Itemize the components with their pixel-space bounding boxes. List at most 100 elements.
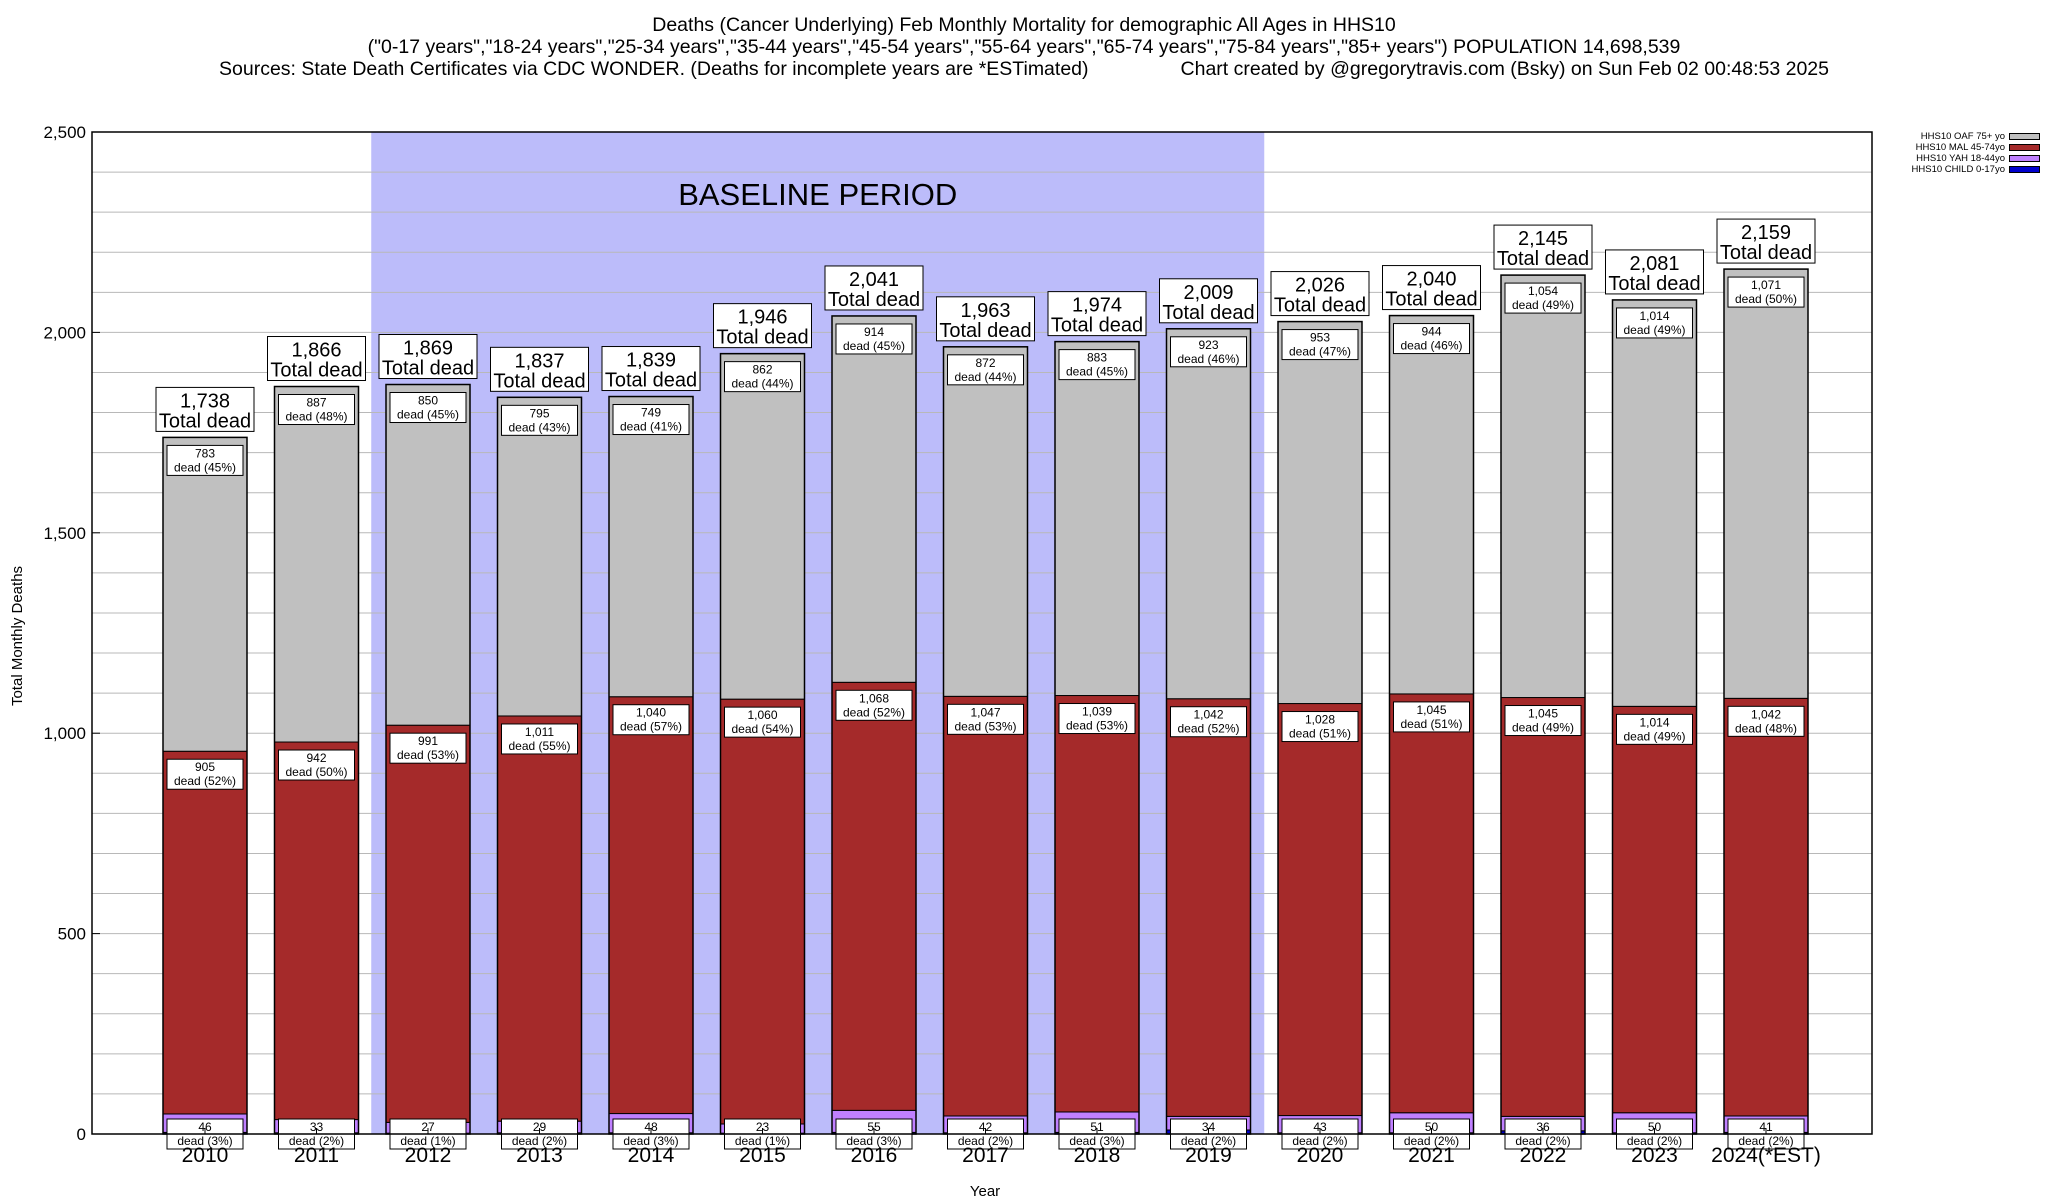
segment-value-oaf: 953	[1310, 331, 1330, 345]
bar-segment-mal	[831, 681, 917, 1111]
total-value-label: 1,839	[626, 350, 676, 372]
segment-value-yah: 33	[310, 1120, 324, 1134]
x-axis-label: Year	[970, 1183, 1000, 1200]
segment-pct-yah: dead (1%)	[735, 1134, 790, 1148]
segment-label-box-oaf	[612, 404, 690, 436]
segment-label-box-mal	[1393, 701, 1470, 733]
segment-pct-oaf: dead (44%)	[954, 370, 1016, 384]
total-dead-label: Total dead	[493, 370, 585, 392]
x-tick-label: 2018	[1074, 1144, 1121, 1167]
segment-value-mal: 942	[306, 751, 326, 765]
legend-label-yah: HHS10 YAH 18-44yo	[1916, 153, 2005, 164]
bar-segment-oaf	[1277, 321, 1363, 705]
segment-pct-yah: dead (2%)	[1404, 1134, 1459, 1148]
segment-pct-oaf: dead (43%)	[508, 420, 570, 434]
bar-segment-mal	[274, 741, 359, 1121]
legend-item-oaf: HHS10 OAF 75+ yo	[1862, 131, 2040, 142]
legend-label-child: HHS10 CHILD 0-17yo	[1911, 164, 2005, 175]
total-value-label: 2,041	[849, 269, 899, 291]
x-tick-label: 2016	[851, 1144, 898, 1167]
bar-segment-mal	[1612, 705, 1697, 1114]
chart-legend: HHS10 OAF 75+ yo HHS10 MAL 45-74yo HHS10…	[1862, 131, 2040, 175]
segment-value-yah: 48	[644, 1120, 658, 1134]
segment-value-mal: 1,040	[636, 706, 666, 720]
segment-value-yah: 41	[1759, 1120, 1773, 1134]
total-value-label: 1,866	[291, 340, 341, 362]
segment-label-box-mal	[1058, 703, 1136, 735]
segment-value-yah: 55	[867, 1120, 881, 1134]
bar-segment-mal	[1723, 697, 1809, 1117]
bar-segment-oaf	[1389, 315, 1474, 695]
segment-label-box-mal	[947, 703, 1024, 735]
bar-segment-oaf	[1166, 328, 1251, 700]
x-tick-label: 2020	[1297, 1144, 1344, 1167]
x-tick-label: 2022	[1520, 1144, 1567, 1167]
segment-pct-oaf: dead (45%)	[174, 460, 236, 474]
total-dead-label: Total dead	[716, 327, 808, 349]
segment-value-yah: 43	[1313, 1120, 1327, 1134]
legend-swatch-child	[2009, 166, 2040, 173]
y-tick-label: 0	[77, 1125, 86, 1144]
total-value-label: 1,869	[403, 338, 453, 360]
segment-pct-mal: dead (54%)	[731, 722, 793, 736]
segment-pct-mal: dead (50%)	[285, 765, 347, 779]
segment-label-box-oaf	[1393, 323, 1470, 355]
segment-pct-mal: dead (48%)	[1735, 721, 1797, 735]
y-tick-label: 1,500	[43, 524, 86, 543]
x-tick-label: 2024(*EST)	[1711, 1144, 1821, 1167]
segment-pct-yah: dead (2%)	[1627, 1134, 1682, 1148]
bar-segment-oaf	[1500, 274, 1586, 699]
segment-value-oaf: 783	[195, 446, 215, 460]
bar-segment-mal	[1054, 695, 1140, 1113]
segment-pct-yah: dead (3%)	[623, 1134, 678, 1148]
segment-pct-mal: dead (52%)	[843, 705, 905, 719]
legend-label-oaf: HHS10 OAF 75+ yo	[1920, 131, 2005, 142]
segment-pct-oaf: dead (46%)	[1177, 352, 1239, 366]
segment-pct-yah: dead (2%)	[958, 1134, 1013, 1148]
total-dead-label: Total dead	[270, 360, 362, 382]
bar-segment-mal	[608, 696, 694, 1115]
total-label-box	[713, 303, 812, 349]
segment-pct-oaf: dead (41%)	[620, 420, 682, 434]
x-tick-label: 2012	[405, 1144, 452, 1167]
total-value-label: 2,081	[1629, 253, 1679, 275]
x-tick-label: 2017	[962, 1144, 1009, 1167]
segment-label-box-mal	[166, 758, 244, 790]
bar-segment-mal	[1277, 703, 1363, 1117]
y-tick-label: 2,500	[43, 123, 86, 142]
segment-value-oaf: 749	[641, 406, 661, 420]
total-dead-label: Total dead	[605, 370, 697, 392]
segment-value-mal: 1,014	[1639, 715, 1669, 729]
total-value-label: 1,837	[514, 350, 564, 372]
segment-pct-yah: dead (2%)	[1515, 1134, 1570, 1148]
bar-segment-oaf	[162, 436, 248, 752]
segment-pct-yah: dead (2%)	[289, 1134, 344, 1148]
segment-label-box-oaf	[1170, 336, 1247, 368]
segment-label-box-oaf	[389, 392, 467, 424]
baseline-period-label: BASELINE PERIOD	[678, 177, 957, 212]
legend-label-mal: HHS10 MAL 45-74yo	[1915, 142, 2005, 153]
segment-label-box-oaf	[1058, 349, 1136, 381]
segment-label-box-mal	[835, 689, 913, 721]
segment-pct-mal: dead (53%)	[397, 748, 459, 762]
segment-label-box-mal	[278, 749, 355, 781]
segment-value-yah: 36	[1536, 1120, 1550, 1134]
segment-pct-oaf: dead (45%)	[397, 408, 459, 422]
chart-header: Deaths (Cancer Underlying) Feb Monthly M…	[0, 14, 2048, 80]
segment-label-box-oaf	[1727, 276, 1805, 308]
segment-value-yah: 51	[1090, 1120, 1104, 1134]
segment-value-yah: 34	[1202, 1120, 1216, 1134]
total-label-box	[267, 336, 366, 382]
segment-value-mal: 1,068	[859, 691, 889, 705]
bar-segment-mal	[1389, 693, 1474, 1114]
segment-value-oaf: 795	[529, 406, 549, 420]
bar-segment-oaf	[497, 396, 582, 717]
total-dead-label: Total dead	[828, 289, 920, 311]
total-label-box	[1382, 265, 1481, 311]
segment-label-box-oaf	[1281, 329, 1359, 361]
total-dead-label: Total dead	[1497, 248, 1589, 270]
segment-pct-oaf: dead (48%)	[285, 410, 347, 424]
segment-value-oaf: 923	[1198, 338, 1218, 352]
total-label-box	[1047, 291, 1147, 337]
segment-pct-mal: dead (53%)	[1066, 719, 1128, 733]
